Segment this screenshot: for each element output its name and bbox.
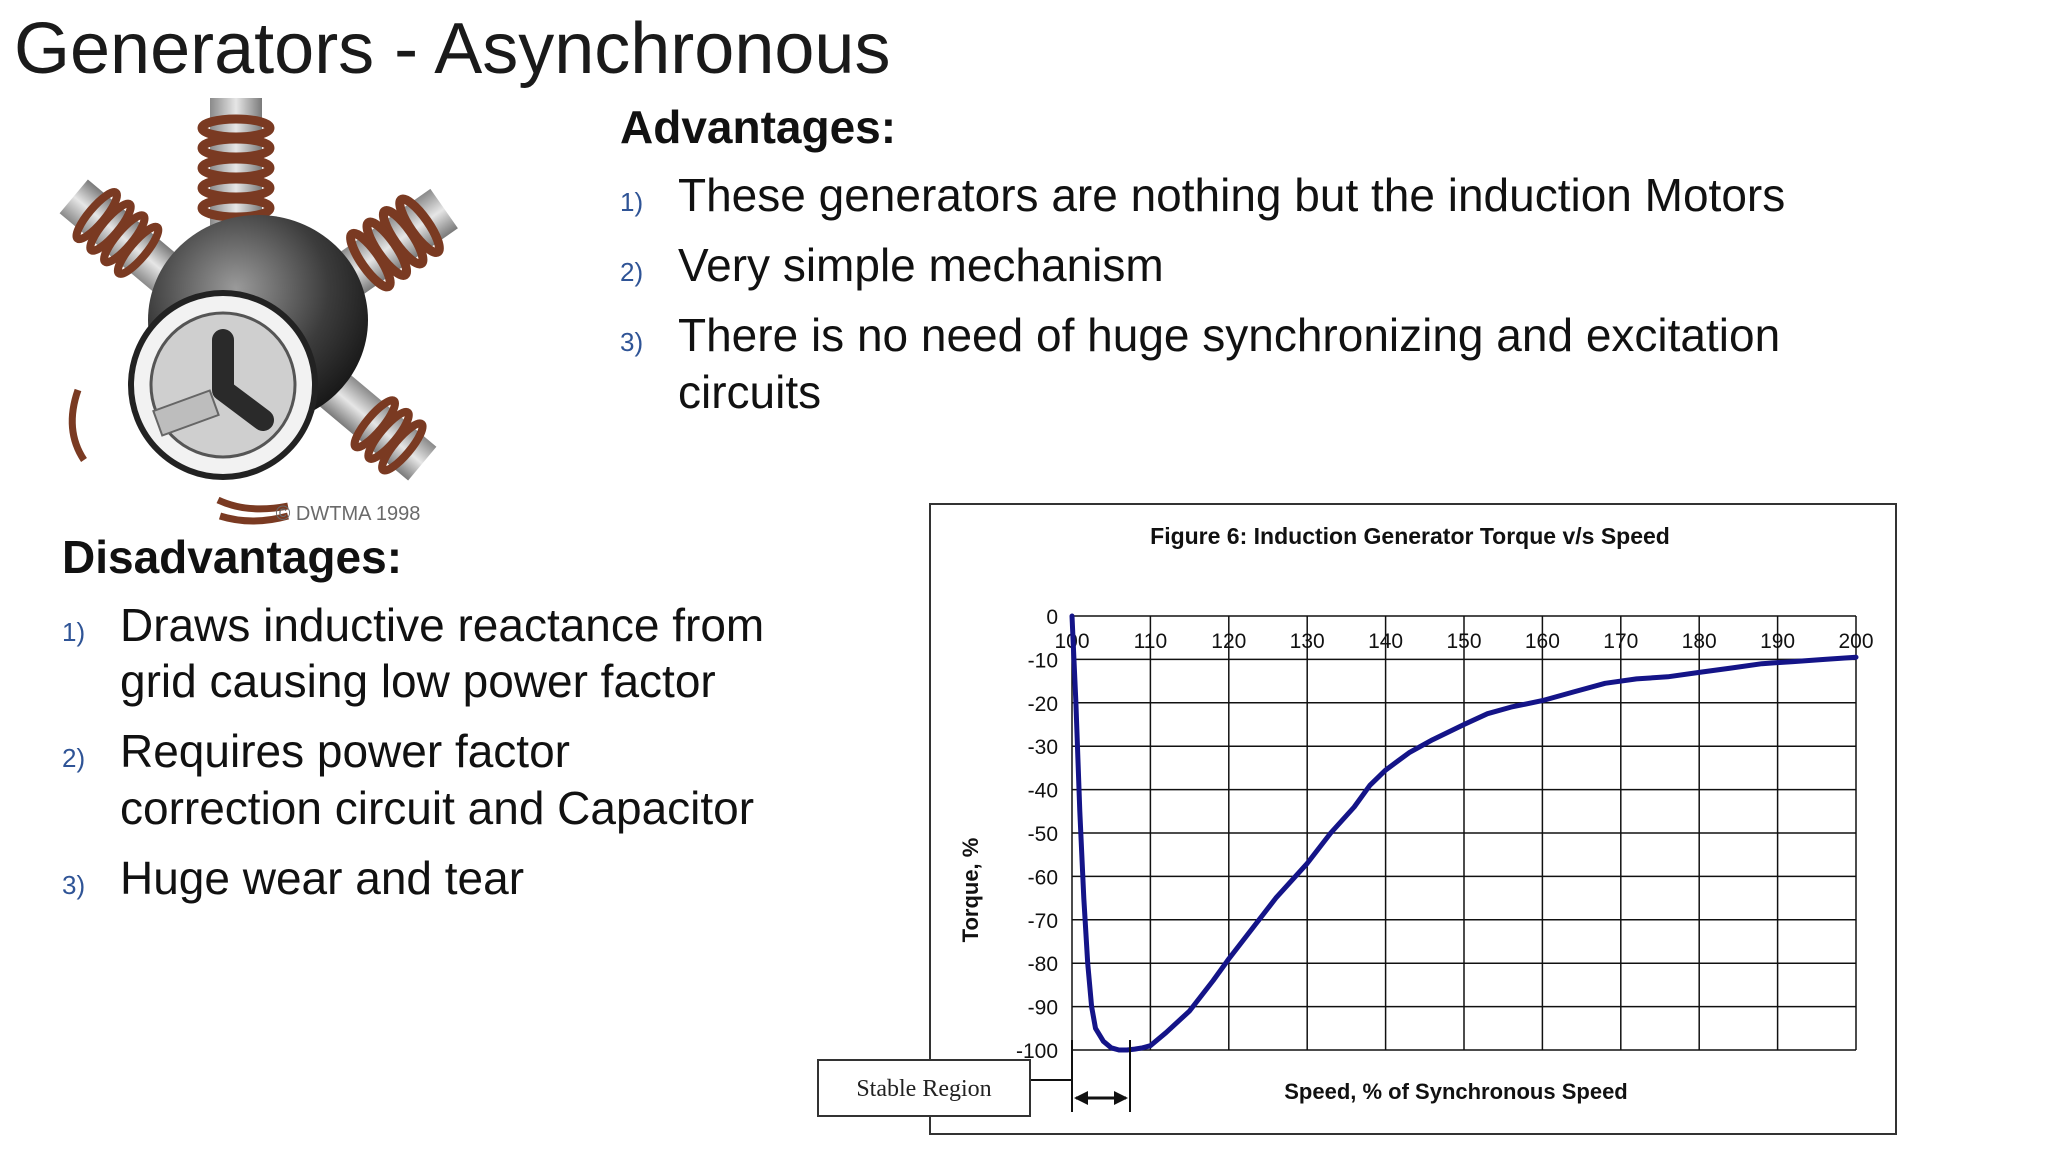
y-tick-label: -50 [1028,823,1058,846]
chart-title: Figure 6: Induction Generator Torque v/s… [1150,523,1670,549]
disadvantages-heading: Disadvantages: [62,531,403,583]
list-item-text: These generators are nothing but the ind… [678,169,1786,222]
disadvantages-section: Disadvantages: 1) Draws inductive reacta… [62,530,782,920]
list-item: 3) There is no need of huge synchronizin… [620,307,2020,419]
image-caption: © DWTMA 1998 [276,503,421,525]
y-tick-label: 0 [1046,606,1058,629]
x-tick-label: 130 [1290,630,1325,653]
series-line [1069,613,1859,1053]
list-item-text: Draws inductive reactance from grid caus… [120,599,765,708]
advantages-heading: Advantages: [620,101,897,153]
chart-grid [1071,615,1857,1051]
list-number: 2) [62,743,86,774]
y-tick-label: -70 [1028,910,1058,933]
x-tick-label: 190 [1760,630,1795,653]
stable-region-label: Stable Region [856,1076,991,1102]
stable-region-annotation: Stable Region [817,1040,1131,1117]
pole-lower-right [308,363,437,481]
shaft-key [212,329,274,431]
x-tick-label: 180 [1682,630,1717,653]
x-tick-label: 120 [1211,630,1246,653]
list-item-text: Huge wear and tear [120,851,525,904]
rotor-illustration: © DWTMA 1998 [59,98,458,525]
y-tick-label: -100 [1016,1040,1058,1063]
list-item: 3) Huge wear and tear [62,850,782,906]
slide-title: Generators - Asynchronous [14,9,891,89]
y-tick-label: -10 [1028,649,1058,672]
x-tick-label: 150 [1446,630,1481,653]
y-tick-label: -20 [1028,693,1058,716]
stable-region-box [817,1059,1031,1117]
list-item: 2) Very simple mechanism [620,237,2020,293]
list-item-text: There is no need of huge synchronizing a… [678,309,1781,418]
disadvantages-list: 1) Draws inductive reactance from grid c… [62,597,782,906]
advantages-list: 1) These generators are nothing but the … [620,167,2020,419]
x-axis-label: Speed, % of Synchronous Speed [1284,1079,1628,1104]
torque-speed-chart: Figure 6: Induction Generator Torque v/s… [817,503,1897,1135]
list-number: 3) [620,327,644,358]
y-tick-label: -30 [1028,736,1058,759]
advantages-section: Advantages: 1) These generators are noth… [620,100,2020,434]
x-tick-label: 170 [1603,630,1638,653]
y-axis-label: Torque, % [958,838,983,943]
y-tick-label: -60 [1028,866,1058,889]
y-tick-label: -80 [1028,953,1058,976]
y-tick-label: -90 [1028,997,1058,1020]
list-number: 1) [62,617,86,648]
x-tick-label: 110 [1134,630,1167,653]
list-number: 1) [620,187,644,218]
list-item-text: Requires power factor correction circuit… [120,725,755,834]
list-number: 3) [62,869,86,900]
list-item: 1) Draws inductive reactance from grid c… [62,597,782,709]
list-number: 2) [620,257,644,288]
chart-frame [929,503,1897,1135]
x-tick-label: 160 [1525,630,1560,653]
y-tick-label: -40 [1028,780,1058,803]
list-item: 2) Requires power factor correction circ… [62,723,782,835]
list-item: 1) These generators are nothing but the … [620,167,2020,223]
x-tick-label: 200 [1838,630,1873,653]
x-tick-label: 140 [1368,630,1403,653]
list-item-text: Very simple mechanism [678,239,1164,292]
chart-ticks: 100 110 120 130 140 150 160 170 180 190 2000-10-20… [1016,606,1874,1063]
